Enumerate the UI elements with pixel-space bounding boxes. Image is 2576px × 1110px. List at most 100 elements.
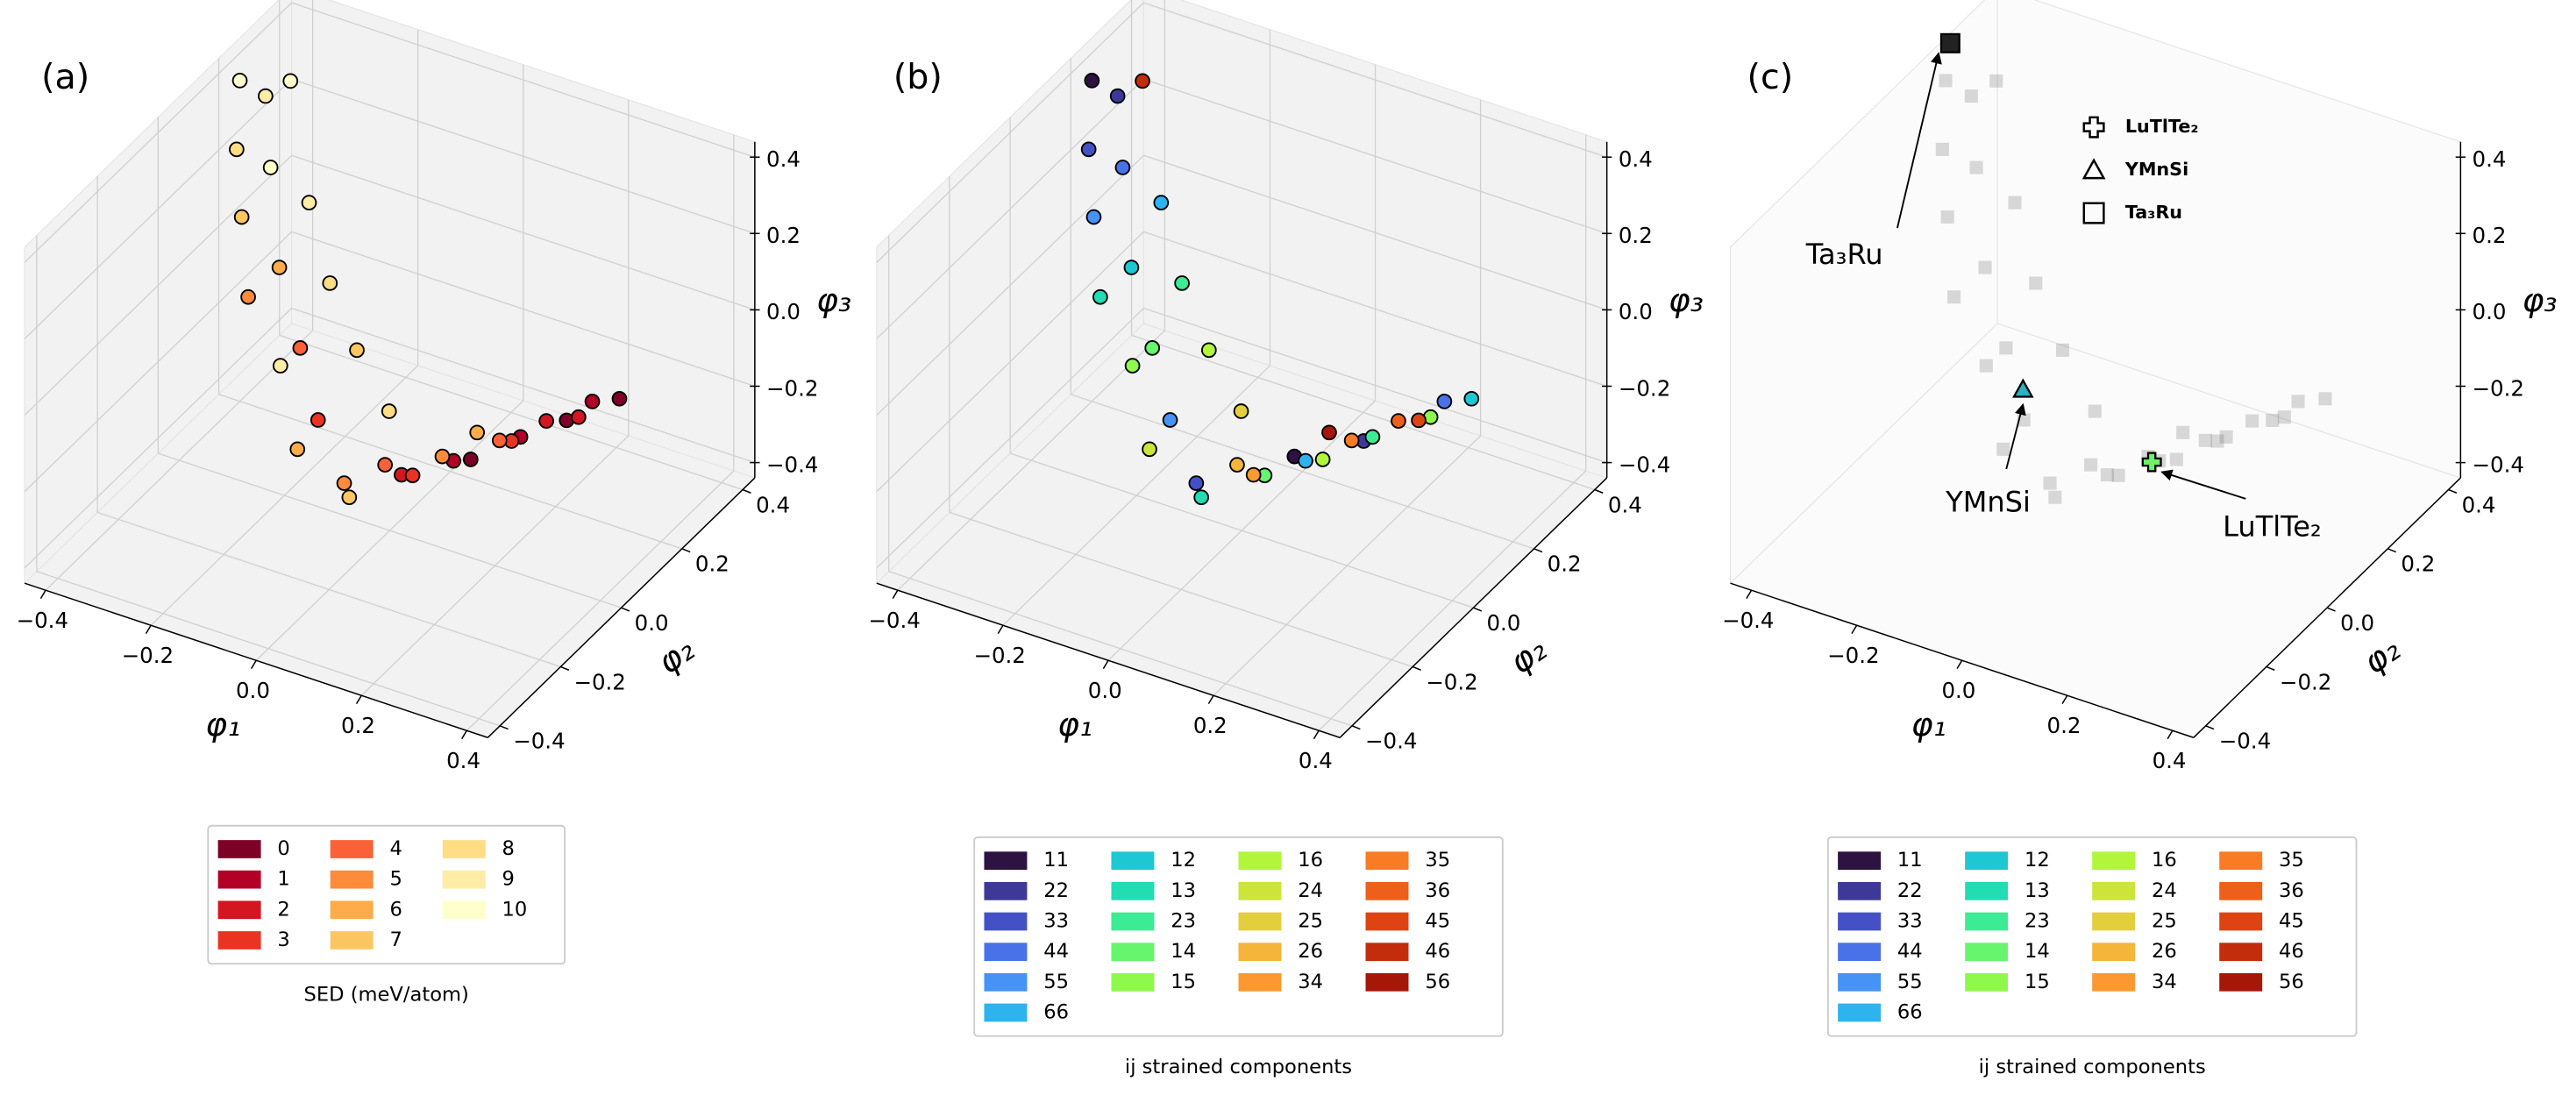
annotation: Ta₃Ru [1805, 238, 1883, 271]
marker-plus [2082, 116, 2105, 139]
data-point [1436, 394, 1453, 409]
data-point [262, 160, 279, 175]
legend-swatch [1838, 1003, 1882, 1022]
data-point [381, 403, 397, 419]
data-point [1114, 160, 1131, 175]
y-tick-label: −0.4 [1365, 729, 1417, 754]
legend-swatch [1838, 851, 1882, 871]
legend-label: 34 [2152, 971, 2177, 993]
z-tick-label: −0.4 [766, 452, 818, 477]
x-axis-label: φ₁ [1057, 705, 1092, 744]
x-tick-label: 0.4 [2153, 748, 2187, 773]
legend-label: 14 [2025, 940, 2050, 963]
y-tick [560, 665, 570, 671]
panel-label: (c) [1747, 57, 1794, 97]
legend-swatch [330, 931, 374, 950]
legend-label: 23 [2025, 909, 2050, 932]
legend-swatch [217, 870, 261, 889]
legend-swatch [984, 1003, 1028, 1022]
data-point [310, 412, 326, 428]
data-point [1947, 290, 1961, 304]
y-tick [499, 725, 509, 730]
y-tick-label: 0.0 [2340, 610, 2374, 636]
pane-left [1729, 0, 1998, 585]
data-point [292, 340, 309, 356]
z-tick-label: 0.0 [2473, 299, 2507, 324]
legend-label: 25 [2152, 909, 2177, 932]
y-tick-label: −0.2 [1426, 669, 1477, 694]
legend-label: 35 [2279, 849, 2304, 872]
z-axis-label: φ₃ [816, 281, 851, 319]
legend-swatch [984, 972, 1028, 992]
z-tick-label: −0.2 [766, 375, 818, 401]
legend-label: 6 [389, 898, 402, 921]
legend-swatch [1238, 943, 1282, 961]
x-tick-label: −0.2 [973, 643, 1025, 668]
data-point [2008, 196, 2022, 210]
y-tick [1534, 548, 1543, 553]
data-point [2029, 276, 2043, 290]
data-point [1142, 441, 1157, 458]
data-point [538, 413, 554, 429]
x-axis-label: φ₁ [205, 705, 240, 744]
data-point [2169, 452, 2183, 466]
data-point [1123, 260, 1140, 275]
z-tick-label: 0.4 [2473, 146, 2507, 172]
legend-label: 44 [1043, 940, 1069, 963]
annotation-arrow [2005, 402, 2026, 470]
y-tick-label: 0.4 [756, 492, 790, 517]
x-tick-label: −0.4 [17, 608, 68, 633]
y-tick [681, 548, 691, 553]
data-point [611, 390, 628, 407]
data-point [2048, 490, 2062, 504]
y-tick [1594, 488, 1604, 494]
z-tick-label: −0.4 [1619, 452, 1670, 477]
z-tick-label: 0.2 [2473, 223, 2507, 248]
x-tick [39, 589, 46, 599]
panel: −0.4 −0.2 0.0 0.2 0.4 −0.4 −0.2 0.0 0.2 0.4 −0.4 −0… [868, 0, 1704, 1078]
grid-line [1143, 2, 1607, 158]
x-tick-label: −0.4 [1722, 608, 1774, 633]
legend-swatch [2219, 943, 2263, 961]
legend-label: 7 [389, 929, 402, 951]
z-tick-label: 0.0 [1619, 299, 1653, 324]
data-point [1979, 359, 1993, 373]
z-tick-label: 0.2 [1619, 223, 1653, 248]
legend-label: 26 [2152, 940, 2177, 963]
y-axis [2193, 477, 2461, 738]
grid-line [1131, 334, 1596, 491]
legend-swatch [1238, 881, 1282, 900]
legend-swatch [984, 881, 1028, 900]
data-point [1463, 390, 1480, 407]
data-point [2198, 433, 2212, 447]
legend-swatch [1838, 881, 1882, 900]
legend-swatch [217, 840, 261, 858]
legend-swatch [1111, 943, 1155, 961]
data-point [1200, 342, 1217, 359]
legend-swatch [2092, 972, 2136, 992]
legend-label: 22 [1897, 879, 1923, 902]
y-tick-label: 0.4 [2462, 492, 2496, 517]
grid-line [1143, 231, 1607, 388]
data-point [271, 260, 288, 275]
data-point [1969, 160, 1983, 174]
legend-label: 56 [1425, 971, 1450, 993]
legend-swatch [1838, 912, 1882, 931]
data-point [1080, 141, 1097, 158]
legend-swatch [1111, 972, 1155, 992]
annotation-arrow [1896, 52, 1942, 229]
legend-swatch [1111, 912, 1155, 931]
x-tick [355, 694, 362, 705]
x-tick [1956, 659, 1963, 670]
grid-line [1143, 154, 1607, 311]
y-axis-label: φ₂ [2356, 630, 2407, 681]
data-point [229, 141, 245, 158]
grid-line [24, 231, 293, 493]
data-point [1999, 341, 2013, 355]
x-tick-label: 0.0 [236, 678, 270, 703]
data-point [349, 342, 365, 359]
legend-swatch [217, 900, 261, 920]
data-point [469, 424, 486, 441]
x-tick [461, 729, 467, 740]
y-tick-label: 0.4 [1608, 492, 1642, 517]
